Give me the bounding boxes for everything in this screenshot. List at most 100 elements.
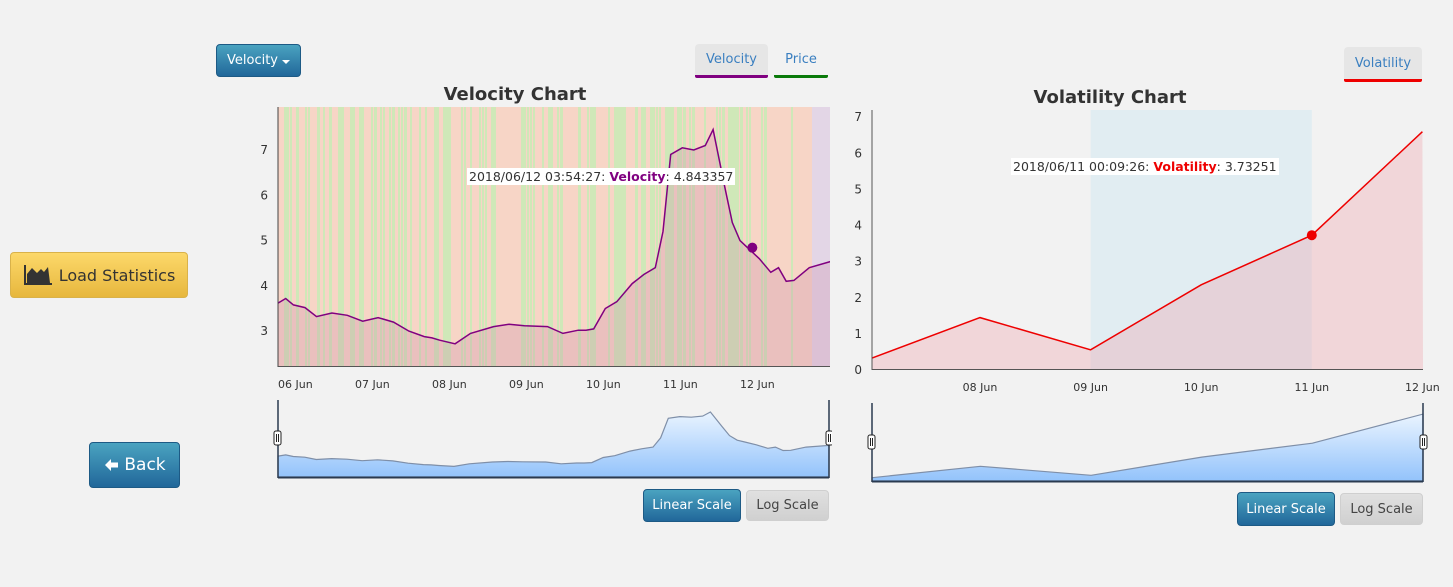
background-stripe bbox=[425, 107, 427, 366]
background-stripe bbox=[461, 107, 463, 366]
background-stripe bbox=[761, 107, 763, 366]
background-stripe bbox=[380, 107, 382, 366]
background-stripe bbox=[383, 107, 385, 366]
background-stripe bbox=[290, 107, 292, 366]
load-statistics-button[interactable]: Load Statistics bbox=[10, 252, 188, 298]
volatility-y-tick: 4 bbox=[854, 219, 862, 233]
velocity-x-tick: 11 Jun bbox=[663, 378, 698, 391]
background-stripe bbox=[764, 107, 767, 366]
volatility-range-navigator[interactable] bbox=[866, 400, 1431, 485]
background-stripe bbox=[560, 107, 563, 366]
background-stripe bbox=[590, 107, 593, 366]
background-stripe bbox=[374, 107, 377, 366]
velocity-line bbox=[278, 127, 830, 345]
background-stripe bbox=[623, 107, 626, 366]
velocity-y-tick: 7 bbox=[260, 143, 268, 157]
volatility-y-tick: 2 bbox=[854, 291, 862, 305]
background-stripe bbox=[410, 107, 412, 366]
legend-tab-price[interactable]: Price bbox=[774, 44, 828, 78]
background-stripe bbox=[659, 107, 661, 366]
velocity-area bbox=[278, 129, 830, 366]
volatility-x-tick: 12 Jun bbox=[1405, 381, 1440, 394]
background-stripe bbox=[689, 107, 691, 366]
volatility-linear-scale-label: Linear Scale bbox=[1246, 501, 1326, 517]
background-stripe bbox=[608, 107, 610, 366]
volatility-navigator-area bbox=[871, 413, 1424, 482]
volatility-y-tick: 1 bbox=[854, 327, 862, 341]
background-stripe bbox=[650, 107, 653, 366]
back-button[interactable]: Back bbox=[89, 442, 180, 488]
background-stripe bbox=[401, 107, 403, 366]
velocity-chart[interactable]: 3 4 5 6 7 06 Jun 07 Jun 08 Jun 09 Jun 10 Jun 11 J… bbox=[240, 100, 840, 400]
background-stripe bbox=[677, 107, 680, 366]
velocity-log-scale-button[interactable]: Log Scale bbox=[746, 490, 829, 521]
background-stripe bbox=[749, 107, 751, 366]
velocity-tooltip-timestamp: 2018/06/12 03:54:27: bbox=[469, 169, 606, 184]
background-stripe bbox=[437, 107, 439, 366]
background-stripe bbox=[329, 107, 332, 366]
volatility-selected-range bbox=[1090, 110, 1312, 370]
background-stripe bbox=[644, 107, 646, 366]
volatility-tooltip-series: Volatility bbox=[1153, 159, 1217, 174]
background-stripe bbox=[722, 107, 725, 366]
background-stripe bbox=[389, 107, 391, 366]
background-stripe bbox=[548, 107, 551, 366]
caret-down-icon bbox=[282, 59, 290, 64]
velocity-navigator-right-handle[interactable] bbox=[825, 430, 832, 446]
background-stripe bbox=[716, 107, 718, 366]
background-stripe bbox=[359, 107, 362, 366]
background-stripe bbox=[434, 107, 437, 366]
velocity-navigator-area bbox=[277, 411, 830, 478]
background-stripe bbox=[470, 107, 472, 366]
back-label: Back bbox=[124, 455, 166, 475]
background-stripe bbox=[284, 107, 287, 366]
background-stripe bbox=[683, 107, 686, 366]
background-stripe bbox=[524, 107, 526, 366]
series-dropdown-label: Velocity bbox=[227, 53, 278, 68]
background-stripe bbox=[485, 107, 487, 366]
background-stripe bbox=[746, 107, 748, 366]
background-stripe bbox=[719, 107, 721, 366]
volatility-y-tick: 3 bbox=[854, 255, 862, 269]
volatility-y-tick: 0 bbox=[854, 363, 862, 377]
volatility-linear-scale-button[interactable]: Linear Scale bbox=[1237, 492, 1335, 526]
velocity-chart-title: Velocity Chart bbox=[443, 84, 587, 105]
volatility-chart[interactable]: 0 1 2 3 4 5 6 7 08 Jun 09 Jun 10 Jun 11 Jun 12 Jun bbox=[840, 100, 1440, 400]
velocity-x-tick: 08 Jun bbox=[432, 378, 467, 391]
velocity-linear-scale-button[interactable]: Linear Scale bbox=[643, 489, 741, 522]
velocity-navigator-left-handle[interactable] bbox=[273, 430, 282, 446]
velocity-tooltip-series: Velocity bbox=[609, 169, 666, 184]
background-stripe bbox=[371, 107, 373, 366]
background-stripe bbox=[338, 107, 341, 366]
volatility-navigator-right-handle[interactable] bbox=[1419, 434, 1428, 450]
background-stripe bbox=[296, 107, 299, 366]
background-stripe bbox=[668, 107, 671, 366]
background-stripe bbox=[443, 107, 446, 366]
background-stripe bbox=[704, 107, 706, 366]
volatility-y-tick: 6 bbox=[854, 146, 862, 160]
legend-tab-velocity[interactable]: Velocity bbox=[695, 44, 768, 78]
background-stripe bbox=[740, 107, 743, 366]
volatility-navigator-left-handle[interactable] bbox=[867, 434, 876, 450]
velocity-log-scale-label: Log Scale bbox=[756, 498, 819, 513]
velocity-y-tick: 5 bbox=[260, 234, 268, 248]
background-stripe bbox=[533, 107, 535, 366]
background-stripe bbox=[635, 107, 638, 366]
background-stripe bbox=[530, 107, 532, 366]
velocity-x-tick: 06 Jun bbox=[278, 378, 313, 391]
series-dropdown[interactable]: Velocity bbox=[216, 44, 301, 77]
velocity-tooltip-value: 4.843357 bbox=[673, 169, 734, 184]
background-stripe bbox=[350, 107, 353, 366]
background-stripe bbox=[692, 107, 695, 366]
volatility-log-scale-button[interactable]: Log Scale bbox=[1340, 493, 1423, 525]
background-stripe bbox=[791, 107, 793, 366]
velocity-y-tick: 3 bbox=[260, 324, 268, 338]
velocity-x-tick: 07 Jun bbox=[355, 378, 390, 391]
velocity-range-navigator[interactable] bbox=[272, 398, 832, 480]
background-stripe bbox=[527, 107, 529, 366]
background-stripe bbox=[308, 107, 310, 366]
volatility-log-scale-label: Log Scale bbox=[1350, 501, 1413, 517]
background-stripe bbox=[398, 107, 400, 366]
legend-tab-volatility[interactable]: Volatility bbox=[1344, 47, 1422, 82]
volatility-tooltip-value: 3.73251 bbox=[1224, 159, 1277, 174]
